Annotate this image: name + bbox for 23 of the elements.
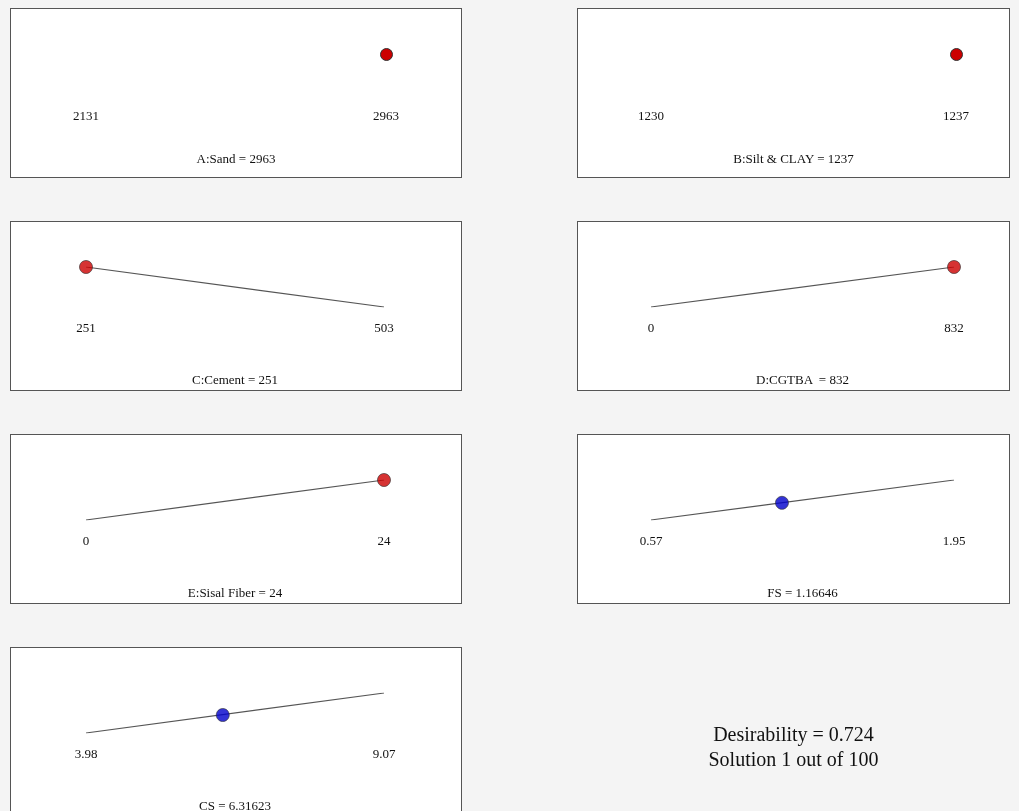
text: 1230 [637, 108, 665, 124]
text: B:Silt & CLAY = 1237 [732, 151, 855, 167]
x-tick-label: 251 [76, 320, 96, 335]
x-tick-label: 24 [377, 533, 391, 548]
x-axis-title: FS = 1.16646 [767, 585, 839, 600]
x-axis-title: D:CGTBA = 832 [756, 372, 849, 387]
x-tick-label: 9.07 [372, 746, 396, 761]
text: Solution 1 out of 100 [708, 747, 879, 772]
x-axis-title: E:Sisal Fiber = 24 [187, 585, 283, 600]
text: 2131 [72, 108, 100, 124]
x-tick-label: 3.98 [74, 746, 98, 761]
x-tick-label: 832 [944, 320, 964, 335]
text: 1237 [942, 108, 970, 124]
x-tick-label: 0 [647, 320, 655, 335]
text: A:Sand = 2963 [195, 151, 277, 167]
x-tick-label: 0 [82, 533, 90, 548]
text: 2963 [372, 108, 400, 124]
x-tick-label: 1.95 [942, 533, 966, 548]
x-axis-title: CS = 6.31623 [199, 798, 271, 811]
x-axis-title: C:Cement = 251 [191, 372, 279, 387]
x-tick-label: 503 [374, 320, 394, 335]
x-tick-label: 0.57 [639, 533, 663, 548]
text: Desirability = 0.724 [713, 722, 874, 747]
